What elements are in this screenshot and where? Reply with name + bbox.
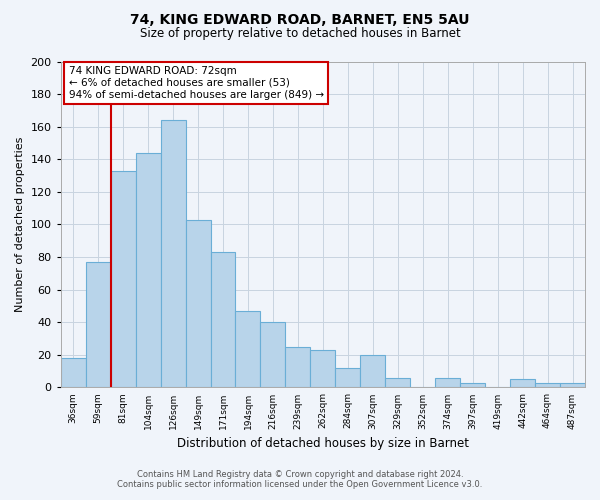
Bar	[560, 382, 585, 388]
Bar	[510, 380, 535, 388]
Text: Size of property relative to detached houses in Barnet: Size of property relative to detached ho…	[140, 28, 460, 40]
Bar	[61, 358, 86, 388]
Text: Contains HM Land Registry data © Crown copyright and database right 2024.
Contai: Contains HM Land Registry data © Crown c…	[118, 470, 482, 489]
Text: 74, KING EDWARD ROAD, BARNET, EN5 5AU: 74, KING EDWARD ROAD, BARNET, EN5 5AU	[130, 12, 470, 26]
Bar	[535, 382, 560, 388]
Bar	[86, 262, 110, 388]
Bar	[460, 382, 485, 388]
Text: 74 KING EDWARD ROAD: 72sqm
← 6% of detached houses are smaller (53)
94% of semi-: 74 KING EDWARD ROAD: 72sqm ← 6% of detac…	[68, 66, 323, 100]
Bar	[335, 368, 361, 388]
Bar	[310, 350, 335, 388]
Bar	[260, 322, 286, 388]
Bar	[211, 252, 235, 388]
X-axis label: Distribution of detached houses by size in Barnet: Distribution of detached houses by size …	[177, 437, 469, 450]
Bar	[161, 120, 185, 388]
Bar	[385, 378, 410, 388]
Bar	[435, 378, 460, 388]
Bar	[286, 346, 310, 388]
Bar	[185, 220, 211, 388]
Bar	[361, 355, 385, 388]
Bar	[136, 153, 161, 388]
Y-axis label: Number of detached properties: Number of detached properties	[15, 137, 25, 312]
Bar	[110, 170, 136, 388]
Bar	[235, 311, 260, 388]
